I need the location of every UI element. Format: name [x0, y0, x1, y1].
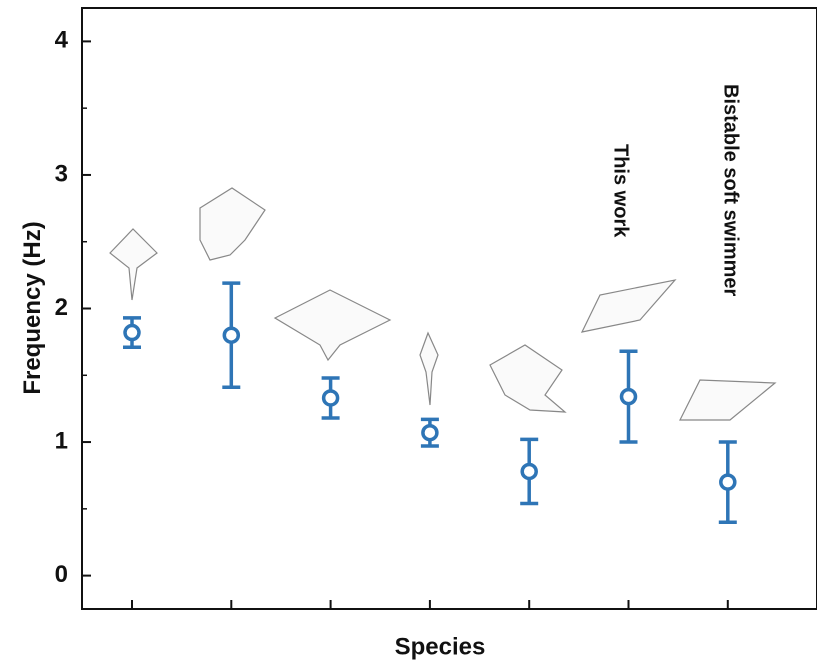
point — [321, 389, 340, 407]
y-tick-label: 4 — [55, 27, 69, 54]
point — [520, 462, 538, 481]
annotation: This work — [610, 144, 632, 238]
point — [123, 323, 141, 342]
x-axis-label: Species — [395, 633, 486, 660]
point — [719, 473, 737, 491]
annotation: Bistable soft swimmer — [720, 84, 742, 297]
illustrations — [109, 187, 777, 421]
y-tick-label: 0 — [55, 561, 68, 588]
y-axis-label: Frequency (Hz) — [19, 221, 46, 394]
swimmer-icon — [580, 279, 677, 333]
y-tick-label: 3 — [55, 160, 68, 187]
y-tick-label: 1 — [55, 427, 68, 454]
y-tick-label: 2 — [55, 294, 68, 321]
point — [619, 387, 638, 406]
ray-icon — [489, 344, 567, 413]
point — [222, 326, 241, 344]
swimmer-icon — [679, 379, 777, 421]
ray-icon — [199, 187, 266, 261]
ray-icon — [419, 331, 439, 406]
ray-icon — [273, 289, 392, 362]
point — [421, 423, 439, 442]
plot-frame — [81, 7, 817, 610]
ray-icon — [109, 228, 158, 301]
